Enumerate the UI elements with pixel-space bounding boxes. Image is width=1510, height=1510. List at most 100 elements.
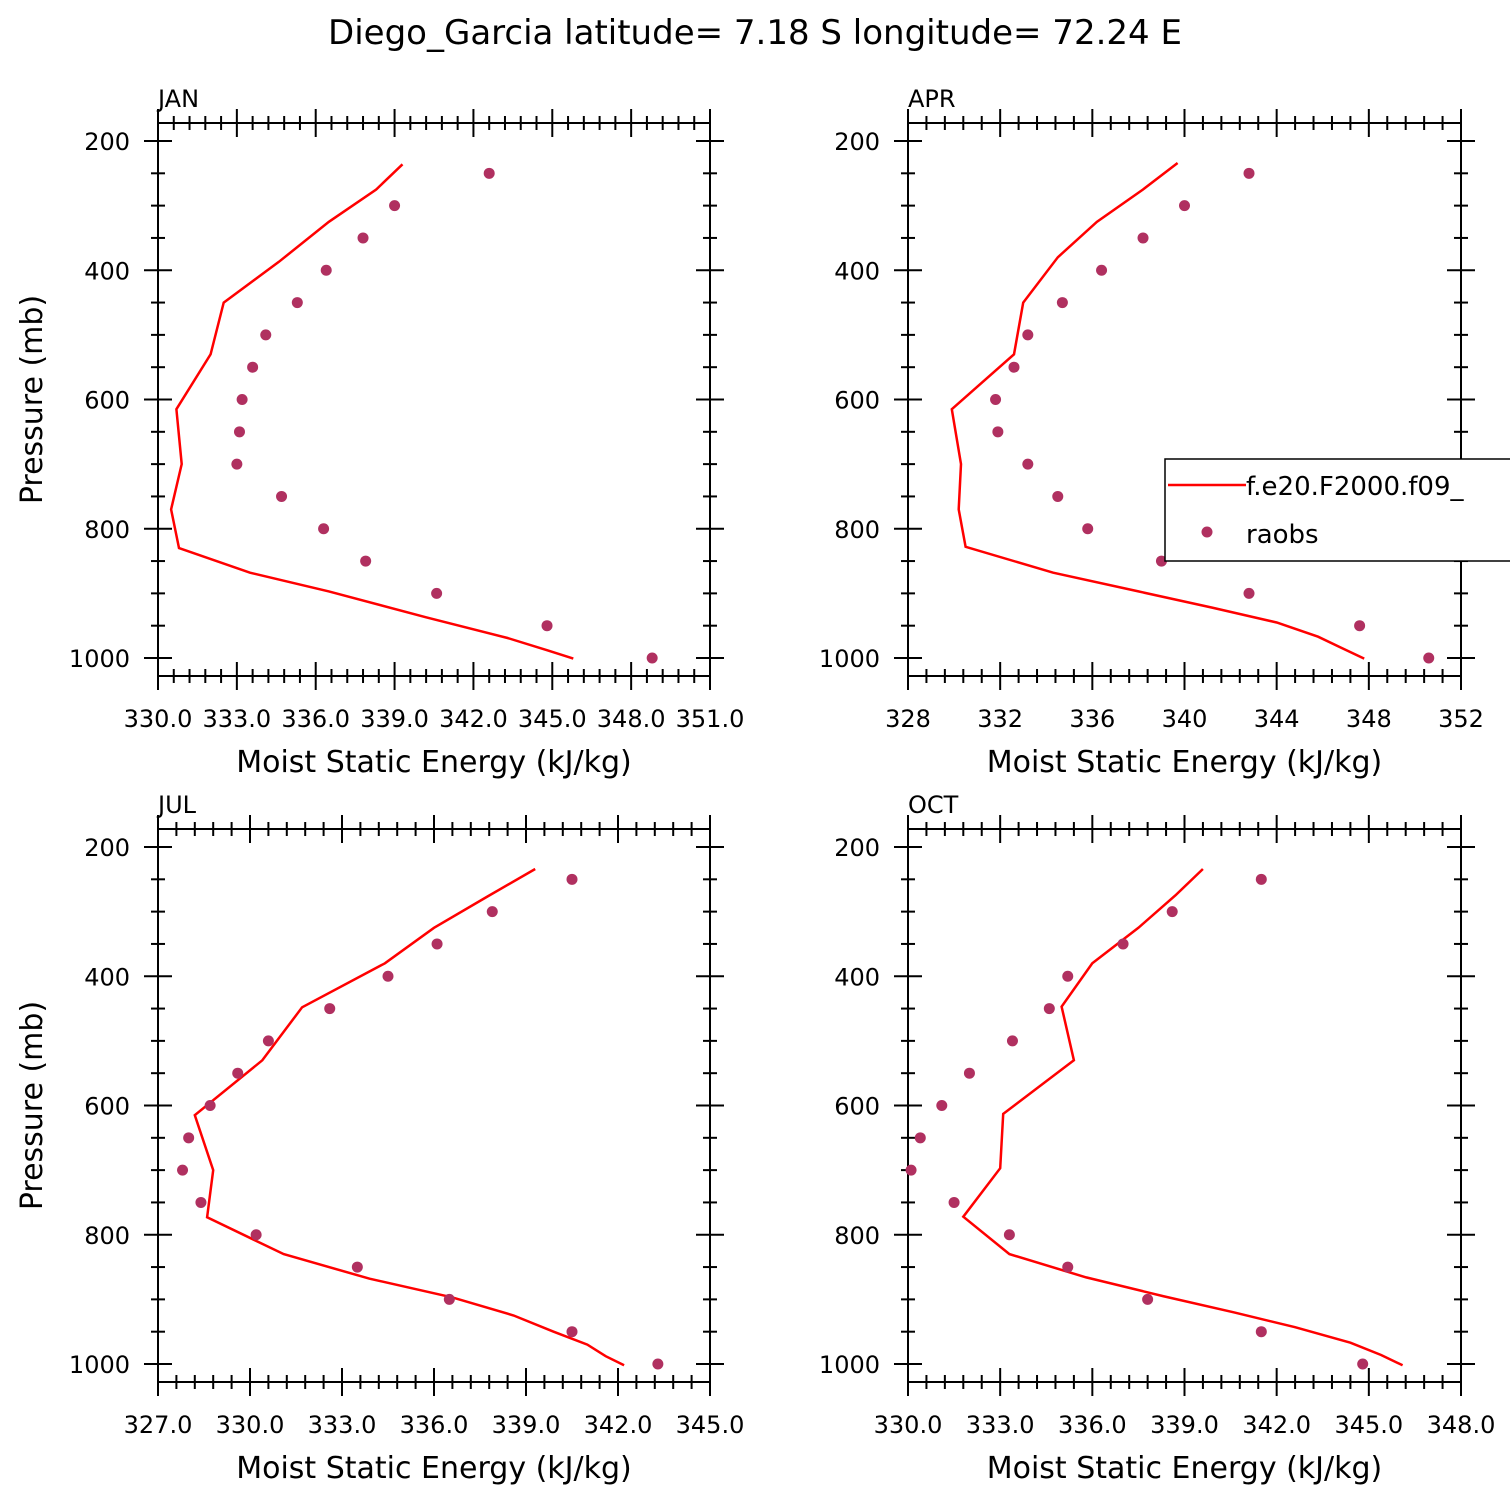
x-tick-label: 345.0	[1334, 1411, 1403, 1439]
x-tick-label: 330.0	[124, 705, 193, 733]
panel-title: APR	[908, 85, 956, 113]
raobs-point	[260, 329, 272, 341]
y-tick-label: 800	[834, 516, 880, 544]
raobs-point	[1179, 200, 1190, 212]
y-tick-label: 400	[834, 963, 880, 991]
panel-title: OCT	[908, 791, 959, 819]
raobs-point	[1006, 1035, 1018, 1047]
x-axis-label: Moist Static Energy (kJ/kg)	[236, 745, 632, 780]
raobs-point	[204, 1100, 216, 1111]
y-tick-label: 1000	[69, 1351, 130, 1379]
y-tick-label: 800	[834, 1222, 880, 1250]
x-tick-label: 330.0	[216, 1411, 285, 1439]
y-tick-label: 200	[84, 834, 130, 862]
raobs-point	[1022, 458, 1034, 470]
raobs-point	[1008, 361, 1020, 373]
x-tick-label: 342.0	[1242, 1411, 1311, 1439]
raobs-point	[262, 1035, 274, 1047]
x-tick-label: 327.0	[124, 1411, 193, 1439]
raobs-point	[431, 938, 443, 950]
panel-title: JUL	[156, 791, 197, 819]
y-tick-label: 600	[834, 1093, 880, 1121]
raobs-point	[232, 1067, 244, 1079]
raobs-point	[963, 1067, 975, 1079]
raobs-point	[360, 555, 372, 567]
raobs-point	[1096, 264, 1108, 276]
y-axis-label: Pressure (mb)	[15, 1001, 50, 1210]
raobs-point	[389, 200, 401, 212]
x-tick-label: 332	[977, 705, 1023, 733]
panel-title: JAN	[156, 85, 199, 113]
raobs-point	[486, 906, 498, 918]
raobs-point	[936, 1100, 948, 1111]
raobs-point	[541, 620, 553, 632]
model-profile-line	[193, 867, 625, 1367]
legend-marker-swatch	[1201, 526, 1213, 538]
x-tick-label: 348.0	[1427, 1411, 1496, 1439]
raobs-point	[177, 1164, 189, 1176]
y-tick-label: 400	[84, 257, 130, 285]
plot-frame	[907, 828, 1462, 1383]
y-axis-label: Pressure (mb)	[15, 295, 50, 504]
x-tick-label: 339.0	[492, 1411, 561, 1439]
raobs-point	[1003, 1229, 1015, 1241]
x-tick-label: 333.0	[202, 705, 271, 733]
x-tick-label: 339.0	[1150, 1411, 1219, 1439]
legend-label-model: f.e20.F2000.f09_	[1246, 472, 1464, 502]
x-tick-label: 348	[1346, 705, 1392, 733]
y-tick-label: 600	[84, 1093, 130, 1121]
legend-box	[1164, 458, 1510, 562]
raobs-point	[318, 523, 330, 535]
raobs-point	[1062, 970, 1074, 982]
model-profile-line	[961, 868, 1404, 1367]
panel-oct: OCT 200 400 600 800 1000 330.0 333.0 336.0 339.0 3…	[819, 791, 1495, 1486]
y-tick-label: 800	[84, 1222, 130, 1250]
raobs-point	[183, 1132, 195, 1144]
x-tick-label: 333.0	[966, 1411, 1035, 1439]
raobs-point	[1243, 167, 1255, 179]
raobs-point	[566, 1326, 578, 1338]
raobs-point	[443, 1293, 455, 1305]
raobs-point	[1243, 587, 1255, 599]
y-tick-label: 400	[84, 963, 130, 991]
raobs-point	[914, 1132, 926, 1144]
raobs-point	[357, 232, 369, 244]
raobs-point	[320, 264, 332, 276]
raobs-point	[1166, 906, 1178, 918]
x-tick-label: 345.0	[676, 1411, 745, 1439]
raobs-point	[195, 1196, 207, 1208]
x-tick-label: 344	[1254, 705, 1300, 733]
y-tick-label: 200	[84, 128, 130, 156]
x-tick-label: 342.0	[439, 705, 508, 733]
y-tick-label: 1000	[69, 645, 130, 673]
x-axis-label: Moist Static Energy (kJ/kg)	[236, 1451, 632, 1486]
raobs-point	[236, 394, 248, 405]
legend-label-obs: raobs	[1246, 520, 1319, 550]
raobs-point	[324, 1003, 336, 1015]
panel-jul: JUL 200 400 600 800 1000 327.0 330.0 333.0 336.0 3…	[15, 791, 744, 1486]
x-tick-label: 352	[1438, 705, 1484, 733]
raobs-point	[1255, 873, 1267, 885]
raobs-point	[992, 426, 1004, 438]
y-tick-label: 600	[834, 387, 880, 415]
raobs-point	[1082, 523, 1094, 535]
x-tick-label: 342.0	[584, 1411, 653, 1439]
x-tick-label: 340	[1162, 705, 1208, 733]
raobs-point	[431, 587, 443, 599]
raobs-point	[1137, 232, 1149, 244]
panel-apr: APR 200 400 600 800 1000 328 332 336 340 344 348 352…	[819, 85, 1484, 780]
raobs-point	[652, 1358, 664, 1370]
x-tick-label: 345.0	[518, 705, 587, 733]
raobs-point	[1043, 1003, 1055, 1015]
raobs-point	[231, 458, 243, 470]
raobs-point	[905, 1164, 917, 1176]
figure-title: Diego_Garcia latitude= 7.18 S longitude=…	[328, 13, 1182, 53]
y-tick-label: 1000	[819, 1351, 880, 1379]
raobs-point	[1022, 329, 1034, 341]
plot-frame	[157, 828, 711, 1383]
x-tick-label: 328	[885, 705, 931, 733]
raobs-point	[247, 361, 259, 373]
raobs-point	[1155, 555, 1167, 567]
raobs-point	[646, 652, 658, 664]
